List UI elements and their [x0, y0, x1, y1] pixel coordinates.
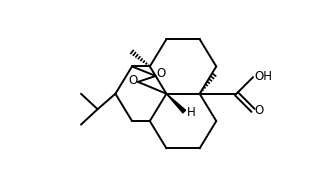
Text: O: O — [255, 104, 264, 117]
Text: O: O — [128, 74, 137, 87]
Text: OH: OH — [255, 70, 273, 83]
Text: H: H — [187, 105, 195, 118]
Polygon shape — [166, 94, 186, 113]
Text: O: O — [156, 67, 166, 80]
